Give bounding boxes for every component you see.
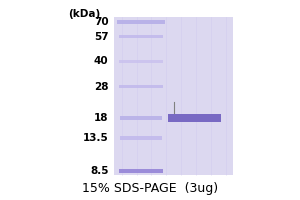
Bar: [120, 136, 162, 140]
Bar: [119, 60, 164, 63]
Text: 15% SDS-PAGE  (3ug): 15% SDS-PAGE (3ug): [82, 182, 218, 195]
Text: 8.5: 8.5: [90, 166, 108, 176]
Bar: [119, 169, 164, 173]
Bar: [119, 85, 164, 88]
Text: (kDa): (kDa): [68, 9, 101, 19]
Text: 28: 28: [94, 82, 108, 92]
Text: 70: 70: [94, 17, 108, 27]
Bar: [168, 114, 221, 122]
Bar: [114, 17, 233, 175]
Bar: [120, 116, 162, 120]
Text: 18: 18: [94, 113, 108, 123]
Text: 13.5: 13.5: [82, 133, 108, 143]
Bar: [117, 20, 165, 24]
Text: 57: 57: [94, 32, 108, 42]
Bar: [119, 35, 164, 38]
Text: 40: 40: [94, 56, 108, 66]
